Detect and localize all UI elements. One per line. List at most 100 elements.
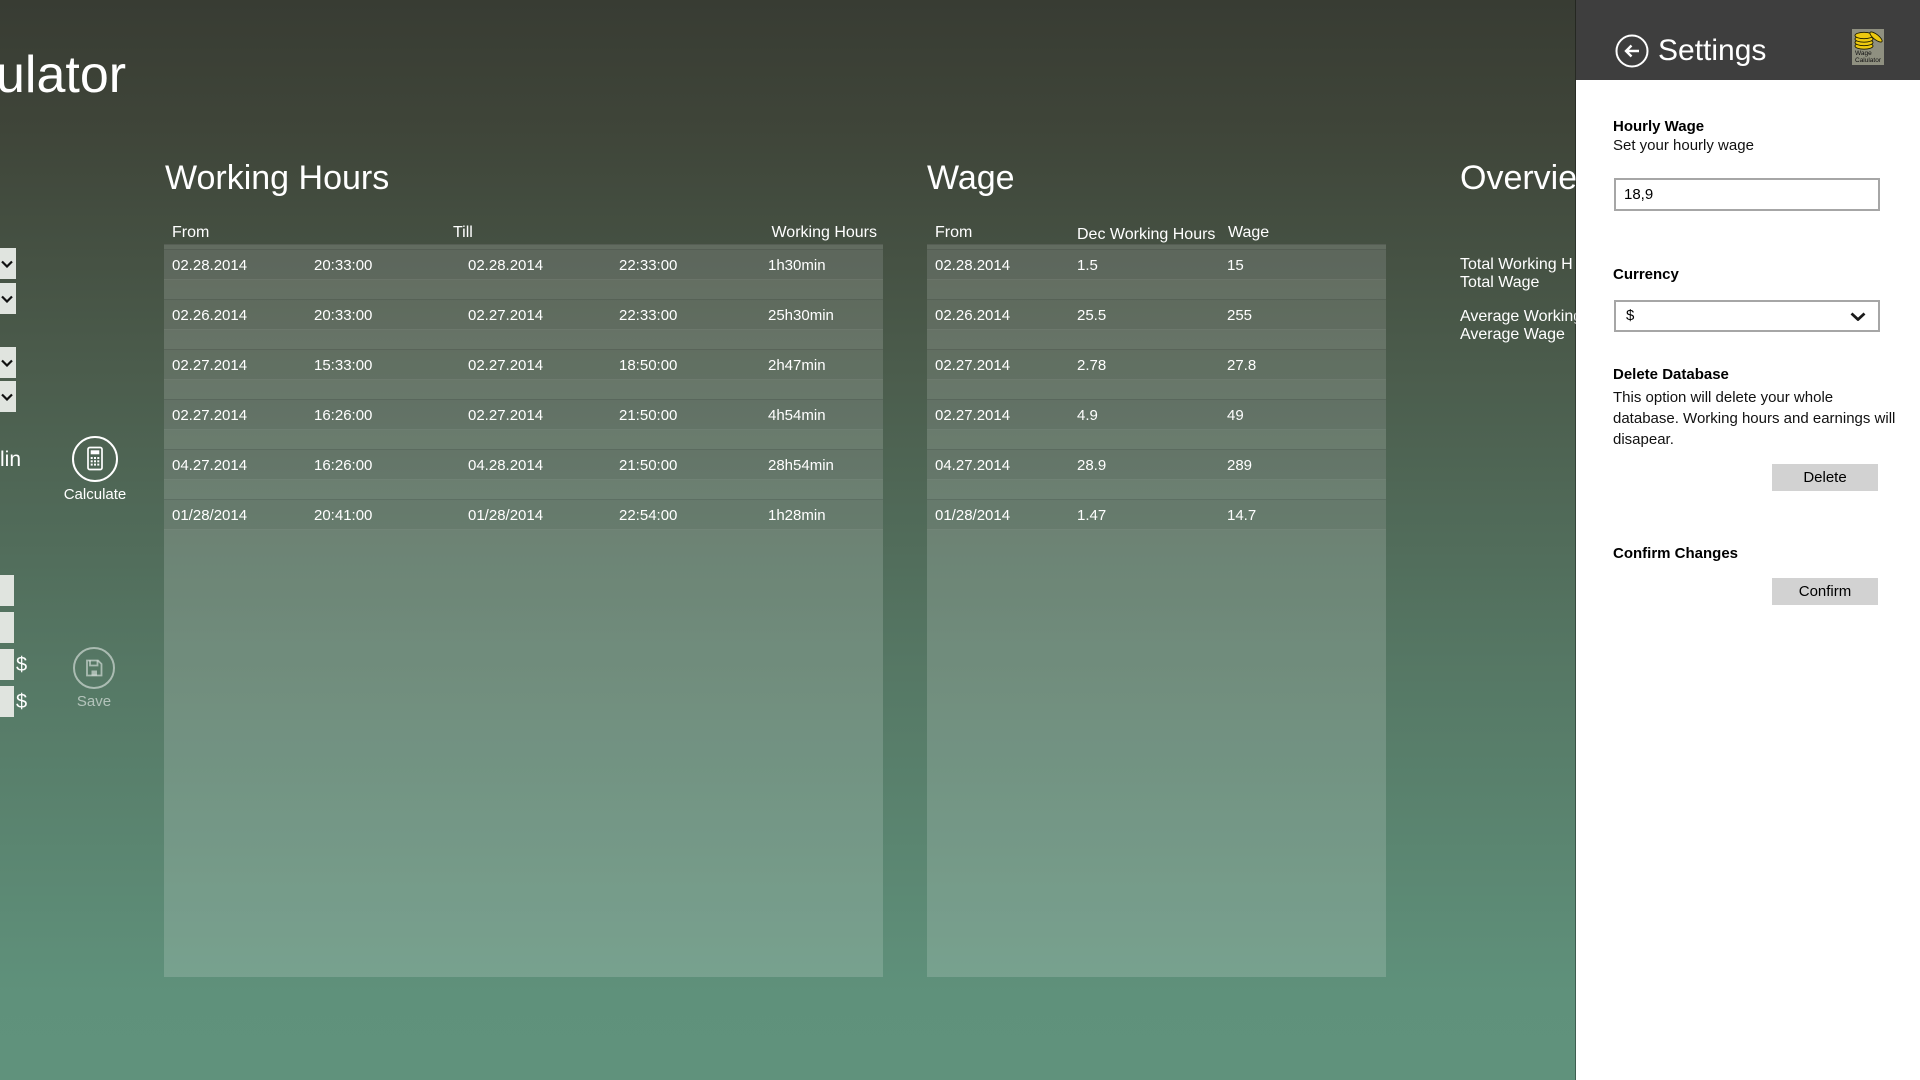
table-cell-till_time: 22:33:00 [619, 257, 678, 274]
table-cell-till_date: 02.27.2014 [468, 407, 544, 424]
hourly-wage-input[interactable] [1614, 178, 1880, 211]
column-header-dec-working-hours: Dec Working Hours [1077, 226, 1216, 243]
app-title-fragment: ulator [0, 46, 127, 104]
table-cell-from_date: 02.27.2014 [172, 407, 248, 424]
table-cell-till_time: 21:50:00 [619, 457, 678, 474]
table-row[interactable]: 02.28.2014 1.5 15 [927, 249, 1386, 280]
table-cell-hours: 25h30min [768, 307, 834, 324]
confirm-changes-label: Confirm Changes [1613, 545, 1739, 562]
table-row[interactable]: 01/28/2014 1.47 14.7 [927, 499, 1386, 530]
save-button-label: Save [76, 693, 112, 710]
wage-table-body: 02.28.2014 1.5 15 02.26.2014 25.5 255 02.27.20… [927, 244, 1386, 977]
hourly-wage-description: Set your hourly wage [1613, 137, 1754, 154]
table-cell-hours: 4h54min [768, 407, 826, 424]
table-cell-wage: 255 [1227, 307, 1253, 324]
table-cell-wage: 49 [1227, 407, 1244, 424]
calculate-button-label: Calculate [63, 486, 127, 503]
working-hours-heading: Working Hours [165, 159, 390, 197]
combobox-fragment-3[interactable] [0, 347, 16, 378]
table-cell-till_time: 18:50:00 [619, 357, 678, 374]
table-cell-till_date: 02.27.2014 [468, 357, 544, 374]
table-cell-dec_hours: 1.47 [1077, 507, 1107, 524]
table-row[interactable]: 02.27.2014 2.78 27.8 [927, 349, 1386, 380]
table-cell-wage: 289 [1227, 457, 1253, 474]
left-text-fragment: lin [0, 448, 22, 471]
table-cell-from_date: 02.27.2014 [172, 357, 248, 374]
delete-database-label: Delete Database [1613, 366, 1729, 383]
table-row[interactable]: 02.26.2014 25.5 255 [927, 299, 1386, 330]
table-cell-from_time: 20:41:00 [314, 507, 373, 524]
svg-text:Wage: Wage [1855, 50, 1872, 57]
table-cell-from_time: 16:26:00 [314, 407, 373, 424]
combobox-fragment-2[interactable] [0, 283, 16, 314]
table-cell-from: 01/28/2014 [935, 507, 1011, 524]
column-header-working-hours: Working Hours [771, 224, 877, 241]
table-row[interactable]: 02.26.2014 20:33:00 02.27.2014 22:33:00 25h3… [164, 299, 883, 330]
wage-header-row: From Dec Working Hours Wage [927, 204, 1386, 246]
table-cell-till_date: 02.28.2014 [468, 257, 544, 274]
app-logo-icon: Wage Calulator [1852, 29, 1884, 65]
column-header-wage: Wage [1228, 224, 1270, 241]
table-cell-wage: 15 [1227, 257, 1244, 274]
svg-text:Calulator: Calulator [1855, 57, 1882, 64]
table-row[interactable]: 04.27.2014 16:26:00 04.28.2014 21:50:00 28h5… [164, 449, 883, 480]
settings-body: Hourly Wage Set your hourly wage Currenc… [1576, 80, 1920, 1080]
column-header-from: From [935, 224, 973, 241]
table-cell-hours: 2h47min [768, 357, 826, 374]
table-row[interactable]: 02.27.2014 15:33:00 02.27.2014 18:50:00 2h47… [164, 349, 883, 380]
wage-heading: Wage [927, 159, 1015, 197]
table-cell-wage: 27.8 [1227, 357, 1257, 374]
table-row[interactable]: 01/28/2014 20:41:00 01/28/2014 22:54:00 1h28… [164, 499, 883, 530]
input-fragment-4[interactable] [0, 686, 14, 717]
settings-panel: Settings Wage Calulator Hourly Wag [1576, 0, 1920, 1080]
overview-average-working-hours-label: Average Working [1460, 308, 1583, 325]
column-header-till: Till [453, 224, 473, 241]
input-fragment-2[interactable] [0, 612, 14, 643]
table-row[interactable]: 02.27.2014 4.9 49 [927, 399, 1386, 430]
table-cell-from_time: 20:33:00 [314, 257, 373, 274]
overview-total-wage-label: Total Wage [1460, 274, 1540, 291]
save-button[interactable]: Save [49, 646, 139, 710]
calculate-button[interactable]: Calculate [50, 435, 140, 503]
confirm-button[interactable]: Confirm [1772, 578, 1878, 605]
table-cell-till_time: 21:50:00 [619, 407, 678, 424]
table-cell-from: 02.28.2014 [935, 257, 1011, 274]
table-cell-hours: 28h54min [768, 457, 834, 474]
chevron-down-icon [1, 359, 13, 367]
settings-title: Settings [1658, 34, 1767, 67]
table-cell-from: 02.27.2014 [935, 407, 1011, 424]
delete-button[interactable]: Delete [1772, 464, 1878, 491]
table-cell-till_date: 04.28.2014 [468, 457, 544, 474]
table-cell-till_date: 02.27.2014 [468, 307, 544, 324]
hourly-wage-label: Hourly Wage [1613, 118, 1705, 135]
working-hours-header-row: From Till Working Hours [164, 204, 883, 246]
table-cell-dec_hours: 2.78 [1077, 357, 1107, 374]
table-cell-from_date: 02.26.2014 [172, 307, 248, 324]
combobox-fragment-1[interactable] [0, 248, 16, 279]
table-cell-till_date: 01/28/2014 [468, 507, 544, 524]
table-cell-dec_hours: 1.5 [1077, 257, 1098, 274]
save-disk-icon [73, 647, 115, 689]
input-fragment-3[interactable] [0, 649, 14, 680]
table-cell-till_time: 22:33:00 [619, 307, 678, 324]
table-row[interactable]: 04.27.2014 28.9 289 [927, 449, 1386, 480]
currency-label: Currency [1613, 266, 1679, 283]
currency-symbol-label: $ [16, 691, 28, 713]
chevron-down-icon [1, 295, 13, 303]
table-cell-from_date: 02.28.2014 [172, 257, 248, 274]
table-cell-from_date: 01/28/2014 [172, 507, 248, 524]
combobox-fragment-4[interactable] [0, 381, 16, 412]
currency-selected-value: $ [1626, 307, 1635, 324]
table-cell-wage: 14.7 [1227, 507, 1257, 524]
currency-select[interactable]: $ [1614, 300, 1880, 332]
table-row[interactable]: 02.27.2014 16:26:00 02.27.2014 21:50:00 4h54… [164, 399, 883, 430]
column-header-from: From [172, 224, 210, 241]
overview-average-wage-label: Average Wage [1460, 326, 1565, 343]
table-cell-from_time: 16:26:00 [314, 457, 373, 474]
calculator-icon [72, 436, 118, 482]
table-cell-hours: 1h28min [768, 507, 826, 524]
table-row[interactable]: 02.28.2014 20:33:00 02.28.2014 22:33:00 1h30… [164, 249, 883, 280]
back-button[interactable] [1615, 34, 1649, 68]
input-fragment-1[interactable] [0, 575, 14, 606]
